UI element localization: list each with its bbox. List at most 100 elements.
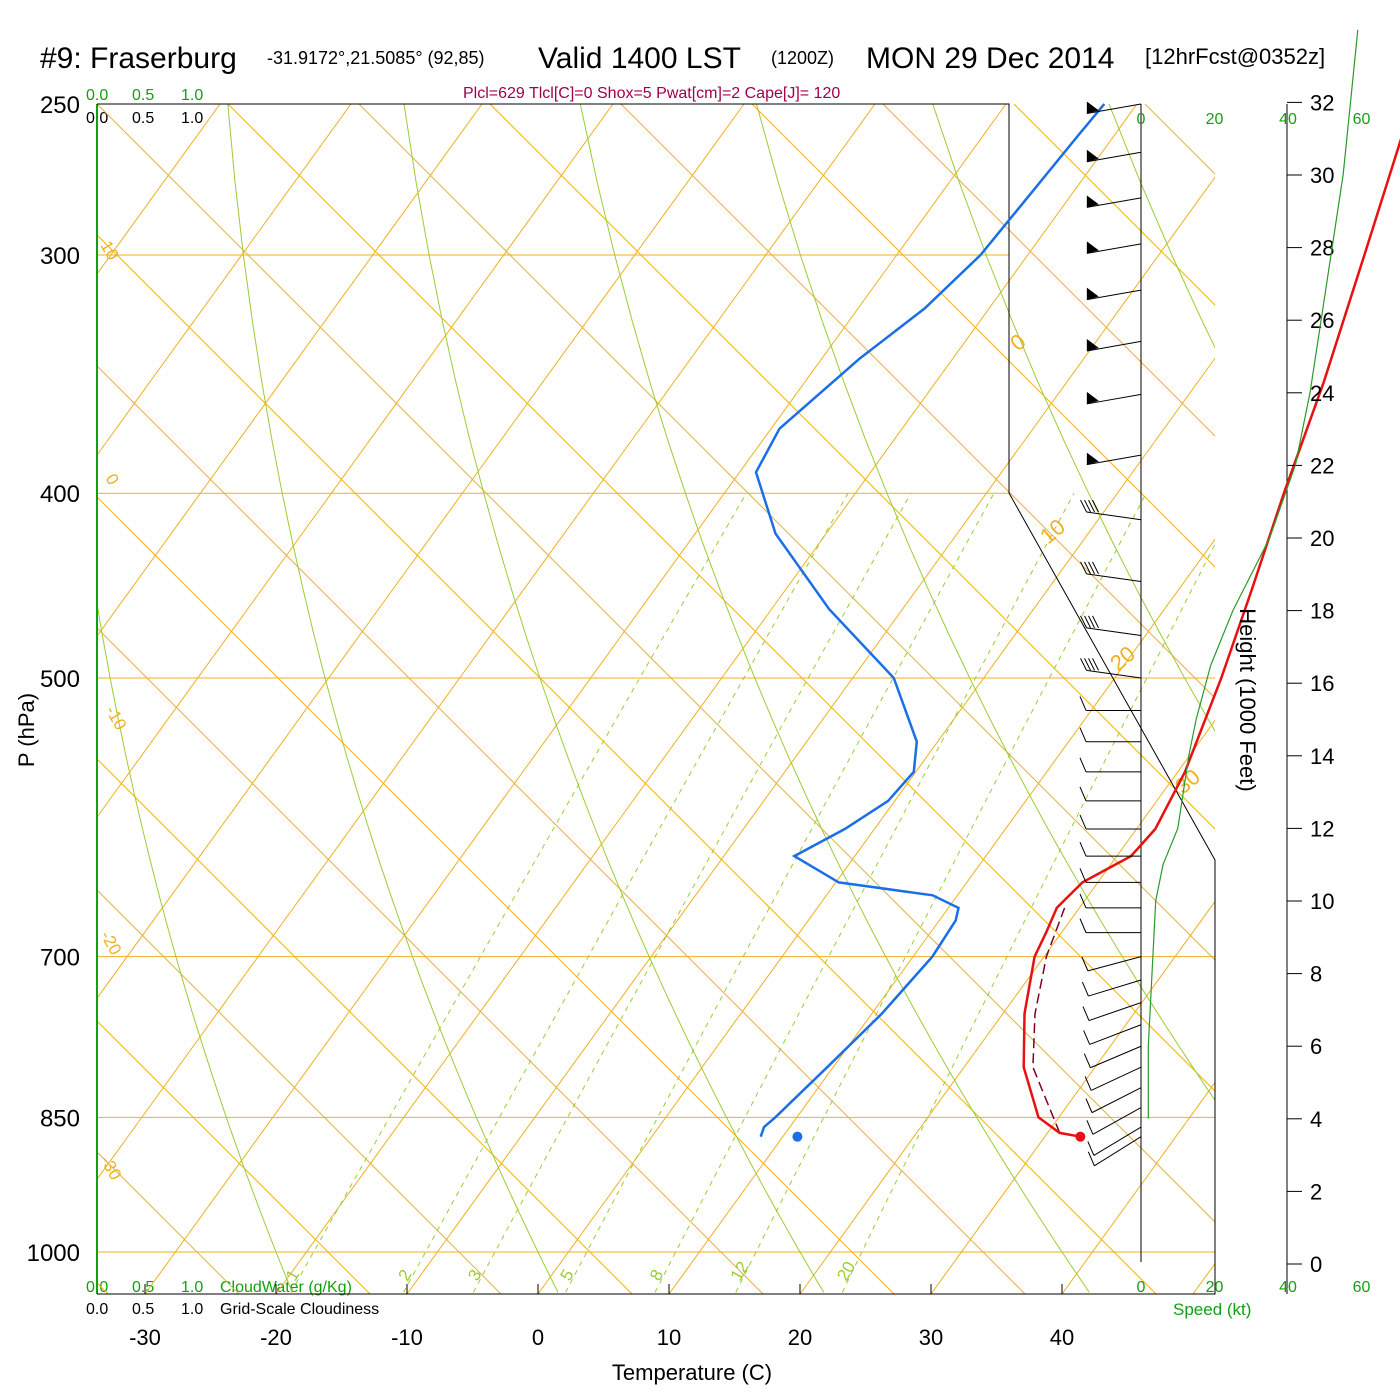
barb-staff <box>1086 669 1142 679</box>
pressure-label: 700 <box>40 945 80 972</box>
valid-time: Valid 1400 LST <box>538 42 741 75</box>
cloudiness-bottom-1: 1.0 <box>181 1301 203 1318</box>
mixing-ratio-label: 5 <box>557 1266 578 1284</box>
isotherm <box>1061 1081 1215 1294</box>
barb-staff <box>1086 573 1142 582</box>
barb-staff <box>1086 197 1142 208</box>
barb-staff <box>1091 1087 1142 1114</box>
isotherm-cross <box>751 104 1215 568</box>
forecast-date: MON 29 Dec 2014 <box>866 42 1114 75</box>
barb-feather <box>1088 499 1095 513</box>
pressure-label: 1000 <box>27 1240 80 1267</box>
isotherm-cross <box>1276 104 1400 1294</box>
barb-feather <box>1087 1151 1095 1167</box>
height-tick-label: 16 <box>1310 671 1334 696</box>
barb-staff <box>1086 243 1142 254</box>
isotherm-cross <box>882 104 1215 437</box>
height-tick-label: 4 <box>1310 1107 1322 1132</box>
barb-flag <box>1086 149 1099 162</box>
profiles <box>754 103 1400 1142</box>
barb-staff <box>1093 1126 1142 1156</box>
isotherm-label: 10 <box>97 238 123 264</box>
barb-flag <box>1086 287 1099 300</box>
height-tick-label: 32 <box>1310 90 1334 115</box>
wind-barb <box>1079 757 1141 773</box>
barb-feather <box>1088 658 1095 671</box>
wind-barb <box>1079 727 1141 743</box>
isotherm <box>930 900 1215 1294</box>
barb-feather <box>1080 658 1087 671</box>
pressure-axis: 250 300 400 500 700 850 1000 <box>27 92 80 1267</box>
barb-feather <box>1088 615 1095 629</box>
frame-outline <box>97 103 1216 1295</box>
dewpoint-line <box>754 103 1106 1138</box>
barb-feather <box>1079 814 1087 830</box>
wind-barb <box>1080 499 1142 521</box>
cloudiness-top-1: 1.0 <box>181 110 203 127</box>
parcel-line <box>1032 907 1066 1134</box>
height-tick-label: 8 <box>1310 962 1322 987</box>
speed-tick-label-top: 20 <box>1206 111 1224 128</box>
x-tick-label: -20 <box>260 1325 292 1350</box>
barb-feather <box>1092 615 1099 629</box>
isotherm-label: -30 <box>97 1153 126 1184</box>
height-tick-label: 20 <box>1310 526 1334 551</box>
barb-feather <box>1079 727 1087 742</box>
wind-barb <box>1079 918 1141 934</box>
mixing-ratio-line <box>735 492 1147 1293</box>
x-tick-label: -10 <box>391 1325 423 1350</box>
x-tick-label: 20 <box>788 1325 812 1350</box>
cloud-water-top-0: 0.0 <box>86 87 108 104</box>
isotherm <box>97 104 352 456</box>
speed-tick-label-bottom: 0 <box>1137 1279 1146 1296</box>
x-tick-label: 40 <box>1050 1325 1074 1350</box>
barb-staff <box>1087 956 1142 972</box>
isotherm-cross <box>1144 104 1215 175</box>
barb-feather <box>1084 561 1091 575</box>
wind-barb <box>1086 195 1142 208</box>
mixing-ratio-line <box>403 492 849 1293</box>
cloudiness-bottom-0: 0.0 <box>86 1301 108 1318</box>
plot-frame <box>96 103 1288 1295</box>
isotherm <box>1192 1262 1215 1294</box>
height-tick-label: 2 <box>1310 1179 1322 1204</box>
wind-barb <box>1086 241 1142 254</box>
isotherm-label: 30 <box>1170 764 1205 799</box>
wind-barb <box>1087 1136 1142 1167</box>
barb-flag <box>1086 101 1099 114</box>
isobar-lines <box>97 103 1215 1253</box>
wind-barb <box>1085 1087 1142 1114</box>
barb-staff <box>1089 1024 1142 1045</box>
cloudiness-top-05: 0.5 <box>132 110 154 127</box>
wind-barb <box>1086 1107 1142 1135</box>
wind-barb <box>1082 1002 1142 1022</box>
x-tick-label: 10 <box>657 1325 681 1350</box>
wind-barb <box>1079 696 1141 711</box>
height-tick-label: 6 <box>1310 1034 1322 1059</box>
cloud-water-top-1: 1.0 <box>181 87 203 104</box>
barb-feather <box>1085 1098 1093 1113</box>
wind-barb <box>1087 1126 1142 1156</box>
x-tick-label: -30 <box>129 1325 161 1350</box>
barb-flag <box>1086 195 1099 208</box>
dry-adiabat <box>932 104 1215 732</box>
cloudiness-label: Grid-Scale Cloudiness <box>220 1301 379 1318</box>
cloud-scale-top: 0.0 0.5 1.0 0.0 0.5 1.0 <box>86 87 203 127</box>
barb-feather <box>1080 499 1087 513</box>
barb-flag <box>1086 338 1099 351</box>
surface-temperature-point <box>1075 1131 1086 1142</box>
barb-feather <box>1092 499 1099 513</box>
wind-barb <box>1081 956 1142 972</box>
wind-barb <box>1080 561 1142 582</box>
cloud-scale-bottom: 0.0 0.5 1.0 CloudWater (g/Kg) 0.0 0.5 1.… <box>86 1279 379 1318</box>
mixing-ratio-labels: 1 2 3 5 8 12 20 <box>282 1258 859 1284</box>
pressure-label: 850 <box>40 1105 80 1132</box>
barb-staff <box>1086 340 1142 352</box>
speed-axis-title: Speed (kt) <box>1173 1300 1251 1319</box>
mixing-ratio-label: 20 <box>833 1258 859 1284</box>
utc-time: (1200Z) <box>771 48 834 68</box>
barb-feather <box>1079 757 1087 773</box>
wind-barb <box>1080 658 1142 679</box>
